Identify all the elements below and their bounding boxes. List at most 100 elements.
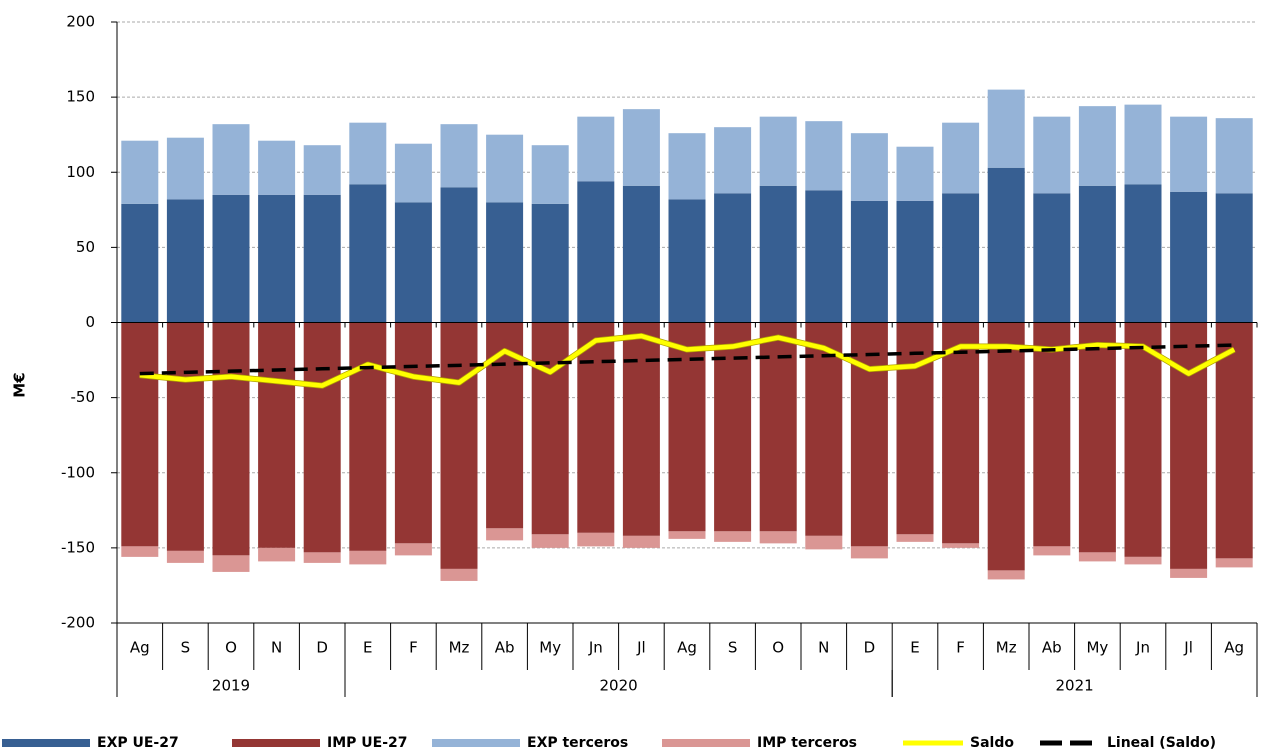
bar-segment — [1124, 184, 1162, 323]
y-tick-label: 100 — [66, 163, 95, 181]
bar-segment — [942, 322, 980, 544]
group-label: 2020 — [600, 677, 638, 695]
bar-segment — [759, 531, 797, 544]
bar-segment — [805, 121, 843, 191]
x-tick-label: E — [910, 639, 919, 657]
bar-segment — [759, 116, 797, 186]
bar-segment — [121, 140, 159, 204]
axes — [111, 21, 1258, 697]
bar-segment — [896, 146, 934, 201]
bar-segment — [1215, 193, 1253, 323]
bar-segment — [987, 570, 1025, 580]
bar-segment — [1124, 104, 1162, 185]
legend-swatch — [662, 739, 750, 747]
bar-segment — [805, 535, 843, 550]
legend-label: IMP terceros — [757, 735, 857, 751]
x-tick-label: Jl — [1183, 639, 1193, 657]
bar-segment — [622, 185, 660, 323]
bar-segment — [987, 167, 1025, 323]
bar-segment — [258, 140, 296, 195]
lines — [139, 333, 1236, 389]
bar-segment — [1078, 106, 1116, 186]
bar-segment — [1033, 546, 1071, 556]
bar-segment — [622, 322, 660, 536]
group-label: 2019 — [212, 677, 250, 695]
bar-segment — [1170, 116, 1208, 192]
legend-label: EXP UE-27 — [97, 735, 179, 751]
bar-segment — [1033, 322, 1071, 547]
bar-segment — [622, 535, 660, 548]
legend-label: EXP terceros — [527, 735, 628, 751]
legend-label: Lineal (Saldo) — [1107, 735, 1216, 751]
bar-segment — [440, 568, 478, 581]
bar-segment — [486, 528, 524, 541]
bar-segment — [1078, 322, 1116, 553]
bar-segment — [1215, 118, 1253, 194]
bar-segment — [166, 199, 204, 323]
bar-segment — [714, 531, 752, 542]
bar-segment — [486, 134, 524, 203]
bar-segment — [394, 543, 432, 556]
bar-segment — [942, 543, 980, 548]
x-tick-label: Mz — [449, 639, 470, 657]
bar-segment — [440, 124, 478, 188]
bar-segment — [896, 534, 934, 542]
legend-swatch — [2, 739, 90, 747]
bar-segment — [1124, 556, 1162, 565]
x-tick-label: My — [539, 639, 561, 657]
bar-segment — [668, 531, 706, 539]
x-tick-label: N — [271, 639, 282, 657]
bar-segment — [531, 145, 569, 204]
bar-segment — [1078, 552, 1116, 562]
bar-segment — [942, 122, 980, 194]
bar-segment — [577, 116, 615, 182]
bar-segment — [850, 200, 888, 323]
bar-segment — [850, 546, 888, 559]
bars — [121, 89, 1253, 581]
bar-segment — [805, 190, 843, 323]
x-tick-label: Ab — [1042, 639, 1062, 657]
x-tick-label: S — [728, 639, 738, 657]
bar-segment — [896, 200, 934, 323]
bar-segment — [121, 546, 159, 557]
bar-segment — [714, 193, 752, 323]
bar-segment — [759, 322, 797, 532]
bar-segment — [349, 322, 387, 551]
bar-segment — [714, 322, 752, 532]
bar-segment — [1170, 322, 1208, 569]
bar-segment — [668, 199, 706, 323]
x-tick-label: O — [225, 639, 237, 657]
bar-segment — [166, 137, 204, 200]
bar-segment — [212, 124, 250, 195]
bar-segment — [258, 322, 296, 548]
x-tick-label: Jn — [588, 639, 603, 657]
x-tick-label: Jn — [1135, 639, 1150, 657]
legend-label: IMP UE-27 — [327, 735, 408, 751]
bar-segment — [121, 203, 159, 323]
x-tick-label: F — [409, 639, 418, 657]
x-tick-label: Ag — [130, 639, 150, 657]
bar-segment — [987, 89, 1025, 168]
bar-segment — [1215, 558, 1253, 568]
bar-segment — [668, 322, 706, 532]
y-tick-label: 150 — [66, 88, 95, 106]
bar-segment — [394, 143, 432, 203]
bar-segment — [349, 550, 387, 565]
bar-segment — [622, 109, 660, 186]
bar-segment — [212, 555, 250, 572]
bar-segment — [440, 187, 478, 323]
bar-segment — [1078, 185, 1116, 323]
bar-segment — [577, 322, 615, 533]
bar-segment — [577, 532, 615, 547]
bar-segment — [1033, 193, 1071, 323]
x-tick-label: Jl — [636, 639, 646, 657]
y-tick-label: 50 — [76, 238, 95, 256]
bar-segment — [349, 184, 387, 323]
bar-segment — [850, 133, 888, 201]
x-tick-label: D — [864, 639, 876, 657]
y-tick-label: -200 — [61, 614, 95, 632]
legend-swatch — [232, 739, 320, 747]
bar-segment — [1215, 322, 1253, 559]
x-tick-label: Ag — [677, 639, 697, 657]
